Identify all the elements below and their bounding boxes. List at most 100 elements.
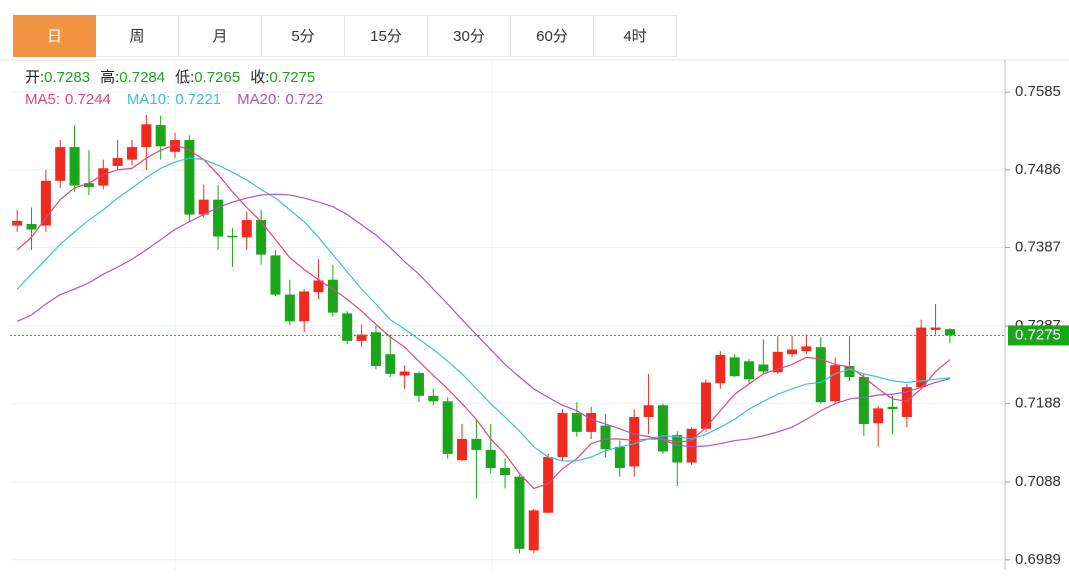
- candle-body: [528, 510, 539, 551]
- y-tick-label: 0.7188: [1015, 395, 1061, 412]
- candle-body: [370, 332, 381, 366]
- candle-body: [830, 365, 841, 402]
- candle-body: [284, 294, 295, 322]
- candle-body: [442, 401, 453, 454]
- ma-line: [16, 157, 950, 462]
- candle-body: [643, 405, 654, 417]
- y-tick-label: 0.7585: [1015, 83, 1061, 100]
- period-tab[interactable]: 15分: [345, 15, 428, 57]
- candle-body: [413, 373, 424, 396]
- candle-body: [657, 405, 668, 452]
- candle-body: [83, 183, 94, 188]
- ma-name: MA10:: [127, 91, 170, 108]
- candle-body: [686, 428, 697, 463]
- candle-body: [26, 223, 37, 230]
- candle-body: [385, 354, 396, 374]
- candle-body: [256, 220, 267, 255]
- y-tick-label: 0.7088: [1015, 473, 1061, 490]
- candle-body: [184, 140, 195, 215]
- candle-body: [55, 147, 66, 181]
- candle-body: [170, 140, 181, 152]
- candle-body: [629, 417, 640, 467]
- candle-body: [944, 329, 955, 336]
- candle-body: [600, 425, 611, 450]
- candle-body: [155, 125, 166, 147]
- candle-body: [342, 313, 353, 341]
- candle-body: [141, 124, 152, 148]
- candle-body: [98, 168, 109, 186]
- candle-body: [844, 366, 855, 377]
- y-tick-label: 0.7486: [1015, 161, 1061, 178]
- candle-body: [12, 220, 23, 226]
- candle-body: [40, 180, 51, 226]
- ohlc-label: 低:: [175, 69, 194, 86]
- candle-body: [858, 376, 869, 425]
- candle-body: [571, 413, 582, 432]
- candle-body: [457, 438, 468, 461]
- candle-body: [815, 347, 826, 403]
- candle-body: [744, 361, 755, 380]
- candle-body: [916, 327, 927, 388]
- candle-body: [270, 255, 281, 295]
- candle-body: [227, 235, 238, 238]
- candle-body: [112, 158, 123, 166]
- ohlc-value: 0.7284: [119, 69, 165, 86]
- candle-body: [586, 413, 597, 432]
- candle-body: [772, 351, 783, 373]
- ohlc-value: 0.7265: [194, 69, 240, 86]
- candle-body: [887, 406, 898, 410]
- period-tab[interactable]: 日: [13, 15, 96, 57]
- candle-body: [241, 220, 252, 238]
- candle-body: [930, 327, 941, 330]
- candle-body: [557, 413, 568, 458]
- ma-legend: MA5: 0.7244 MA10: 0.7221 MA20: 0.722: [25, 91, 323, 108]
- candle-body: [485, 449, 496, 468]
- candle-body: [299, 291, 310, 322]
- period-tab[interactable]: 5分: [262, 15, 345, 57]
- period-tab[interactable]: 30分: [428, 15, 511, 57]
- price-tag: [1008, 325, 1069, 346]
- candle-body: [313, 280, 324, 293]
- candle-body: [69, 147, 80, 186]
- y-tick-label: 0.7387: [1015, 238, 1061, 255]
- candle-body: [500, 468, 511, 476]
- candle-body: [428, 395, 439, 402]
- candle-body: [327, 279, 338, 313]
- candle-body: [213, 199, 224, 237]
- period-tab[interactable]: 4时: [594, 15, 677, 57]
- y-tick-label: 0.6989: [1015, 551, 1061, 568]
- candle-body: [399, 371, 410, 376]
- candle-body: [471, 438, 482, 450]
- period-tab[interactable]: 月: [179, 15, 262, 57]
- candle-body: [715, 355, 726, 384]
- candle-body: [901, 387, 912, 417]
- ohlc-value: 0.7283: [44, 69, 90, 86]
- ma-line: [16, 193, 951, 448]
- candle-body: [198, 199, 209, 215]
- ohlc-value: 0.7275: [269, 69, 315, 86]
- ohlc-legend: 开:0.7283 高:0.7284 低:0.7265 收:0.7275: [25, 69, 315, 86]
- period-tab[interactable]: 60分: [511, 15, 594, 57]
- ma-name: MA20:: [237, 91, 280, 108]
- candle-body: [729, 357, 740, 377]
- ma-value: 0.7221: [175, 91, 221, 108]
- candle-body: [672, 435, 683, 463]
- ma-line: [16, 144, 951, 490]
- candle-body: [787, 349, 798, 355]
- ohlc-label: 高:: [100, 69, 119, 86]
- candle-body: [614, 446, 625, 468]
- period-tabs: 日周月 5分 15分 30分 60分 4时: [13, 15, 677, 57]
- candle-body: [543, 457, 554, 513]
- ma-name: MA5:: [25, 91, 60, 108]
- period-tab[interactable]: 周: [96, 15, 179, 57]
- ma-value: 0.7244: [65, 91, 111, 108]
- candle-body: [700, 382, 711, 429]
- candle-body: [758, 364, 769, 372]
- ohlc-label: 收:: [250, 69, 269, 86]
- candle-body: [801, 346, 812, 352]
- ma-value: 0.722: [286, 91, 324, 108]
- ohlc-label: 开:: [25, 69, 44, 86]
- candle-body: [514, 476, 525, 549]
